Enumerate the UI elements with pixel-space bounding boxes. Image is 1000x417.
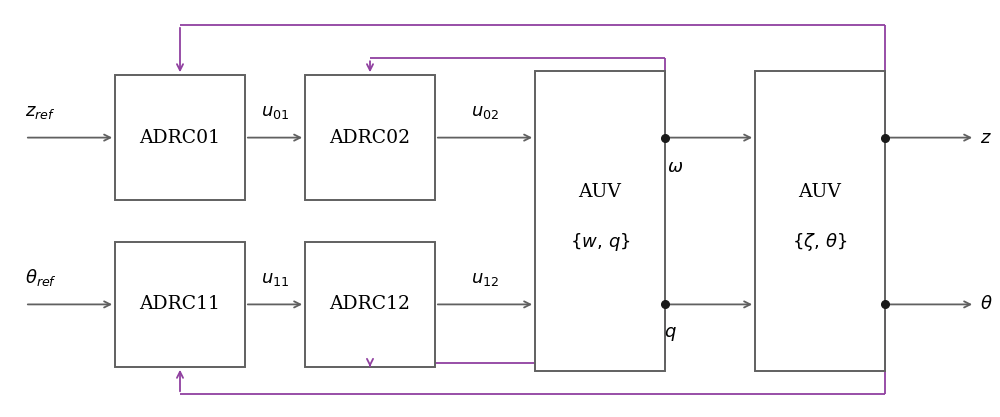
Text: $\{w,\, q\}$: $\{w,\, q\}$ (570, 231, 630, 253)
Text: AUV: AUV (799, 183, 841, 201)
Text: $\{\zeta,\, \theta\}$: $\{\zeta,\, \theta\}$ (792, 231, 848, 253)
Bar (115, 75, 245, 200)
Text: $u_{11}$: $u_{11}$ (261, 270, 289, 288)
Text: AUV: AUV (579, 183, 621, 201)
Text: ADRC02: ADRC02 (329, 128, 411, 147)
Bar (305, 75, 435, 200)
Text: $u_{02}$: $u_{02}$ (471, 103, 499, 121)
Bar (755, 71, 885, 371)
Text: $\theta_{ref}$: $\theta_{ref}$ (25, 267, 57, 288)
Text: $\omega$: $\omega$ (667, 158, 683, 176)
Text: ADRC12: ADRC12 (330, 295, 411, 314)
Text: ADRC01: ADRC01 (140, 128, 220, 147)
Bar (305, 242, 435, 367)
Bar (535, 71, 665, 371)
Text: $z$: $z$ (980, 128, 992, 147)
Text: $q$: $q$ (664, 325, 676, 343)
Text: $u_{12}$: $u_{12}$ (471, 270, 499, 288)
Bar (115, 242, 245, 367)
Text: ADRC11: ADRC11 (140, 295, 220, 314)
Text: $u_{01}$: $u_{01}$ (261, 103, 289, 121)
Text: $\theta$: $\theta$ (980, 295, 993, 314)
Text: $z_{ref}$: $z_{ref}$ (25, 103, 55, 121)
